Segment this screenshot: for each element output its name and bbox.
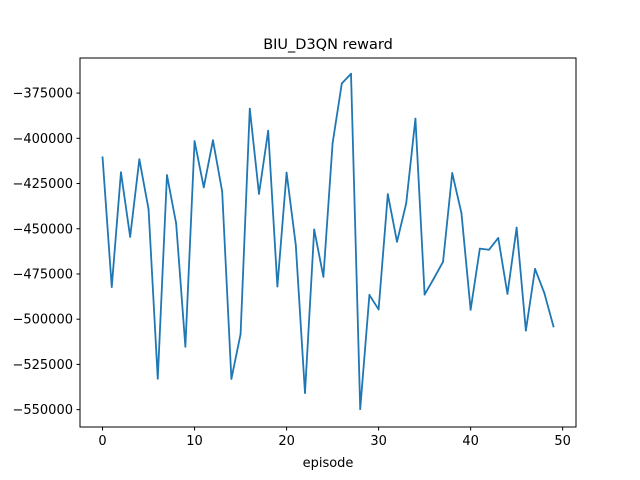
x-axis-ticks: 0 10 20 30 40 50 xyxy=(98,427,571,449)
y-tick-label: −425000 xyxy=(12,177,73,192)
x-tick-label: 50 xyxy=(554,434,571,449)
chart-title: BIU_D3QN reward xyxy=(263,37,393,53)
plot-layer xyxy=(101,72,555,410)
data-point xyxy=(202,186,205,189)
data-point xyxy=(156,377,159,380)
data-point xyxy=(138,158,141,161)
data-point xyxy=(497,237,500,239)
data-point xyxy=(285,171,288,174)
x-tick-label: 10 xyxy=(186,434,203,449)
data-point xyxy=(166,174,168,177)
data-point xyxy=(386,193,389,196)
data-point xyxy=(322,275,325,278)
x-axis-label: episode xyxy=(303,456,354,471)
data-point xyxy=(129,235,132,238)
x-tick-label: 0 xyxy=(98,434,106,449)
data-point xyxy=(534,268,536,270)
x-tick-label: 30 xyxy=(370,434,387,449)
data-point xyxy=(396,240,398,243)
data-point xyxy=(350,72,352,75)
data-point xyxy=(248,107,251,110)
x-tick-label: 20 xyxy=(278,434,295,449)
data-point xyxy=(359,408,362,410)
y-axis-ticks: −550000 −525000 −500000 −475000 −450000 −4250… xyxy=(12,87,80,418)
data-point xyxy=(120,171,122,174)
data-point xyxy=(267,129,270,132)
data-point xyxy=(101,156,104,159)
data-point xyxy=(147,208,150,211)
data-point xyxy=(230,377,233,380)
plot-frame xyxy=(79,57,577,428)
data-point xyxy=(340,82,343,85)
data-point xyxy=(258,192,260,195)
data-point xyxy=(442,260,444,263)
y-tick-label: −400000 xyxy=(12,132,73,147)
data-point xyxy=(239,333,242,335)
data-point xyxy=(377,308,380,311)
data-point xyxy=(414,117,417,120)
data-point xyxy=(405,202,408,205)
x-tick-label: 40 xyxy=(462,434,479,449)
data-point xyxy=(193,140,196,143)
data-point xyxy=(488,248,490,251)
data-point xyxy=(294,244,297,246)
data-point xyxy=(543,291,546,294)
y-tick-label: −550000 xyxy=(12,403,73,418)
data-point xyxy=(313,228,316,231)
reward-series-line xyxy=(101,72,555,410)
y-tick-label: −375000 xyxy=(12,87,73,102)
data-point xyxy=(506,292,509,295)
data-point xyxy=(478,247,481,250)
data-point xyxy=(460,212,463,214)
y-tick-label: −525000 xyxy=(12,358,73,373)
data-point xyxy=(184,345,187,348)
data-point xyxy=(221,190,224,193)
data-point xyxy=(212,139,214,142)
data-point xyxy=(276,285,279,288)
data-point xyxy=(469,308,472,311)
data-point xyxy=(552,325,555,328)
data-point xyxy=(368,294,371,296)
data-point xyxy=(432,277,435,280)
y-tick-label: −475000 xyxy=(12,267,73,282)
data-point xyxy=(515,226,518,229)
data-point xyxy=(423,293,426,296)
data-point xyxy=(304,392,306,394)
data-point xyxy=(110,286,113,288)
y-tick-label: −500000 xyxy=(12,313,73,328)
data-point xyxy=(175,222,178,225)
y-tick-label: −450000 xyxy=(12,222,73,237)
data-point xyxy=(451,172,454,174)
data-point xyxy=(331,142,334,145)
data-point xyxy=(524,329,527,332)
